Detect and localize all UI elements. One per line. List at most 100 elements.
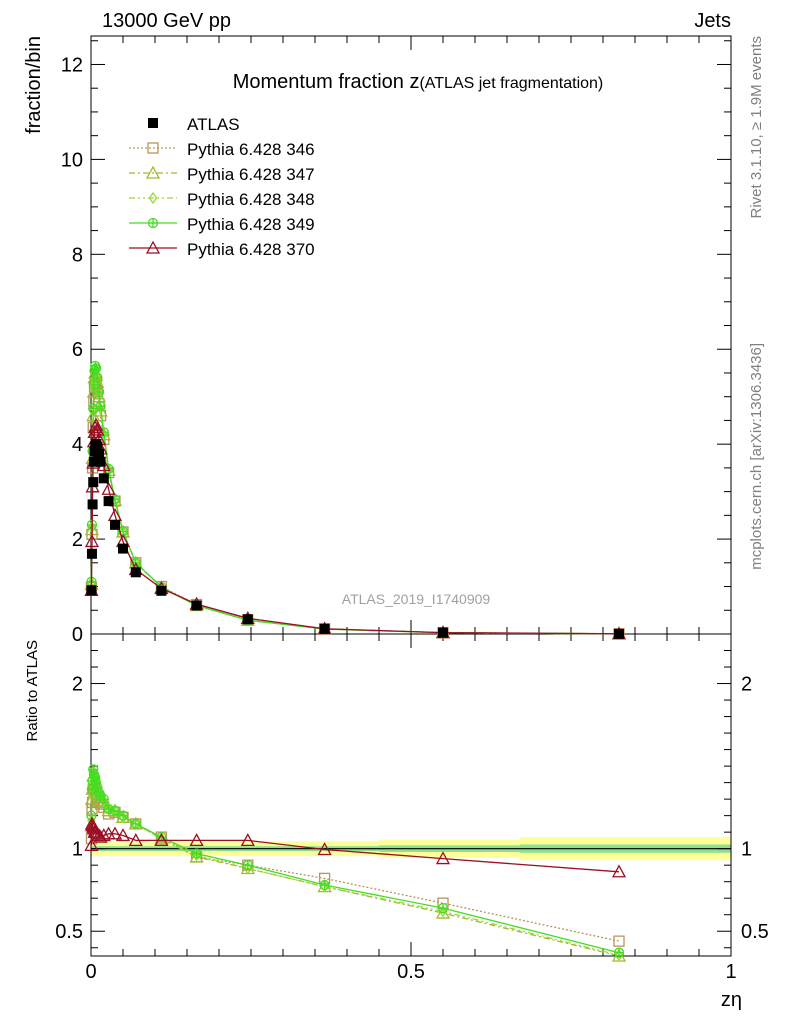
data-point-atlas — [86, 585, 97, 596]
y-tick-label-ratio: 0.5 — [55, 921, 83, 943]
series-line-ratio — [90, 769, 620, 954]
data-point-atlas — [438, 627, 448, 638]
legend-marker-3 — [147, 217, 159, 229]
header-left: 13000 GeV pp — [102, 10, 231, 32]
data-point-atlas — [92, 441, 103, 452]
data-point-atlas — [94, 448, 104, 459]
data-point-ratio — [115, 828, 131, 842]
data-point-ratio — [435, 851, 451, 865]
legend-label-0: Pythia 6.428 346 — [187, 140, 315, 159]
legend-label-2: Pythia 6.428 348 — [187, 190, 315, 209]
rivet-label: Rivet 3.1.10, ≥ 1.9M events — [748, 36, 765, 219]
data-point-main — [95, 401, 106, 412]
y-tick-label-main: 8 — [72, 244, 83, 266]
data-point-atlas — [319, 623, 330, 634]
legend-label-3: Pythia 6.428 349 — [187, 215, 315, 234]
legend-marker-2 — [148, 191, 158, 205]
y-axis-label-ratio: Ratio to ATLAS — [24, 640, 41, 741]
data-point-main — [118, 525, 128, 539]
series-atlas — [86, 439, 624, 639]
x-tick-label: 0.5 — [397, 961, 425, 983]
data-point-atlas — [118, 543, 128, 554]
data-point-atlas — [86, 548, 97, 559]
data-point-ratio — [614, 949, 624, 962]
ratio-frame — [90, 633, 732, 957]
y-tick-label-main: 4 — [72, 434, 83, 456]
legend-label-4: Pythia 6.428 370 — [187, 240, 315, 259]
y-tick-label-ratio-right: 1 — [741, 839, 752, 861]
data-point-main — [89, 417, 104, 431]
data-point-atlas — [87, 499, 98, 510]
data-point-ratio — [240, 833, 255, 847]
data-point-main — [93, 386, 105, 398]
data-point-ratio — [130, 818, 141, 830]
data-point-ratio — [117, 810, 129, 821]
header-right: Jets — [694, 10, 731, 32]
data-point-ratio — [98, 793, 109, 805]
data-point-main — [84, 534, 100, 548]
data-point-atlas — [103, 496, 114, 507]
title-main: Momentum fraction z — [233, 71, 420, 93]
legend-label-atlas: ATLAS — [187, 115, 240, 134]
y-axis-label-main: fraction/bin — [23, 36, 45, 134]
data-point-ratio — [154, 833, 169, 847]
legend-marker-0 — [147, 142, 159, 154]
data-point-ratio — [613, 947, 625, 958]
data-point-main — [101, 481, 116, 495]
legend: ATLAS Pythia 6.428 346 Pythia 6.428 347 Pyt… — [129, 115, 315, 259]
data-point-main — [96, 402, 105, 415]
data-point-atlas — [88, 456, 99, 467]
data-point-ratio — [319, 879, 330, 891]
series-ratio-1 — [84, 768, 627, 962]
data-point-atlas — [242, 614, 253, 625]
y-tick-label-ratio: 2 — [72, 674, 83, 696]
mcplots-label: mcplots.cern.ch [arXiv:1306.3436] — [748, 343, 765, 570]
x-axis-label: zη — [721, 989, 742, 1011]
series-ratio-0 — [85, 783, 625, 947]
data-point-ratio — [191, 848, 202, 859]
data-point-atlas — [156, 585, 167, 596]
data-point-main — [94, 388, 104, 401]
watermark: ATLAS_2019_I1740909 — [342, 591, 491, 607]
y-tick-label-main: 0 — [72, 624, 83, 646]
y-tick-label-main: 6 — [72, 339, 83, 361]
data-point-ratio — [96, 828, 111, 842]
data-point-ratio — [243, 862, 253, 875]
title-suffix: (ATLAS jet fragmentation) — [419, 75, 603, 92]
data-point-atlas — [110, 519, 120, 530]
data-point-atlas — [98, 473, 109, 484]
data-point-atlas — [88, 477, 99, 488]
data-point-atlas — [191, 600, 202, 611]
chart-marks — [84, 360, 627, 962]
data-point-ratio — [613, 935, 625, 947]
data-point-ratio — [189, 833, 204, 847]
y-tick-label-main: 12 — [61, 54, 83, 76]
y-tick-label-ratio-right: 2 — [741, 674, 752, 696]
x-tick-label: 1 — [725, 961, 736, 983]
x-tick-label: 0 — [85, 961, 96, 983]
y-tick-label-ratio-right: 0.5 — [741, 921, 769, 943]
legend-marker-4 — [145, 240, 161, 254]
data-point-atlas — [130, 567, 141, 578]
data-point-ratio — [611, 864, 627, 878]
data-point-ratio — [242, 860, 253, 871]
legend-marker-1 — [145, 165, 161, 179]
data-point-main — [87, 424, 102, 438]
data-point-ratio — [128, 833, 143, 847]
data-point-ratio — [317, 842, 332, 856]
y-tick-label-ratio: 1 — [72, 839, 83, 861]
data-point-ratio — [437, 902, 449, 914]
series-ratio-2 — [87, 764, 624, 962]
series-line-ratio — [90, 788, 620, 942]
data-point-atlas — [614, 628, 624, 639]
legend-label-1: Pythia 6.428 347 — [187, 165, 315, 184]
data-point-ratio — [103, 803, 114, 815]
legend-marker-atlas — [148, 118, 158, 128]
data-point-ratio — [438, 905, 448, 918]
series-line-main — [90, 365, 620, 635]
data-point-main — [90, 422, 105, 436]
data-point-ratio — [84, 838, 99, 852]
labels: 13000 GeV pp Jets Momentum fraction z(AT… — [23, 10, 765, 1011]
series-line-ratio — [90, 771, 620, 956]
data-point-ratio — [107, 826, 123, 840]
